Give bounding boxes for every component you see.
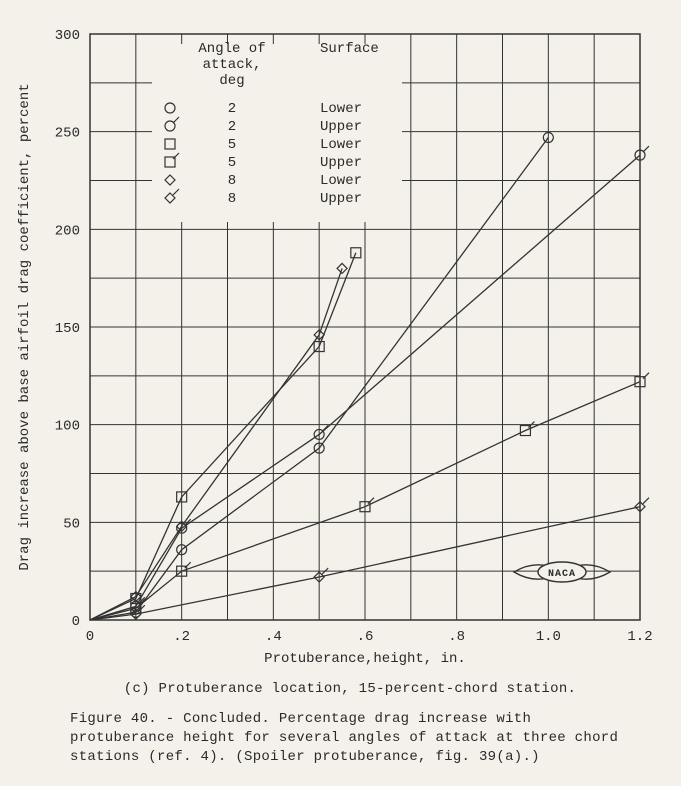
- svg-text:Lower: Lower: [320, 137, 362, 153]
- svg-text:NACA: NACA: [548, 569, 576, 580]
- svg-text:50: 50: [63, 516, 80, 532]
- svg-text:1.0: 1.0: [536, 629, 561, 645]
- svg-text:200: 200: [55, 223, 80, 239]
- svg-text:Drag increase above base airfo: Drag increase above base airfoil drag co…: [17, 83, 33, 570]
- svg-text:Lower: Lower: [320, 173, 362, 189]
- svg-text:Lower: Lower: [320, 101, 362, 117]
- svg-text:deg: deg: [219, 73, 244, 89]
- svg-text:Surface: Surface: [320, 41, 379, 57]
- svg-text:.2: .2: [173, 629, 190, 645]
- figure-caption: Figure 40. - Concluded. Percentage drag …: [70, 710, 630, 767]
- svg-text:5: 5: [228, 137, 236, 153]
- svg-text:100: 100: [55, 419, 80, 435]
- svg-text:8: 8: [228, 191, 236, 207]
- svg-text:0: 0: [86, 629, 94, 645]
- svg-text:1.2: 1.2: [627, 629, 652, 645]
- svg-text:0: 0: [72, 614, 80, 630]
- svg-text:8: 8: [228, 173, 236, 189]
- svg-text:150: 150: [55, 321, 80, 337]
- chart-svg: 0 .2 .4 .6 .8 1.0 1.2 0 50 100 150 200 250 300 Protube…: [0, 0, 681, 665]
- svg-text:5: 5: [228, 155, 236, 171]
- svg-text:.4: .4: [265, 629, 282, 645]
- svg-text:Upper: Upper: [320, 191, 362, 207]
- svg-text:.8: .8: [448, 629, 465, 645]
- svg-text:.6: .6: [357, 629, 374, 645]
- svg-text:Angle of: Angle of: [198, 41, 265, 57]
- svg-text:Upper: Upper: [320, 155, 362, 171]
- figure-container: { "chart": { "type": "line-scatter", "ti…: [0, 0, 681, 786]
- svg-text:attack,: attack,: [203, 57, 262, 73]
- svg-text:2: 2: [228, 101, 236, 117]
- subcaption: (c) Protuberance location, 15-percent-ch…: [70, 680, 630, 699]
- svg-text:Protuberance,height, in.: Protuberance,height, in.: [264, 651, 466, 665]
- svg-text:250: 250: [55, 126, 80, 142]
- svg-text:300: 300: [55, 28, 80, 44]
- svg-text:2: 2: [228, 119, 236, 135]
- legend: [152, 44, 402, 222]
- svg-text:Upper: Upper: [320, 119, 362, 135]
